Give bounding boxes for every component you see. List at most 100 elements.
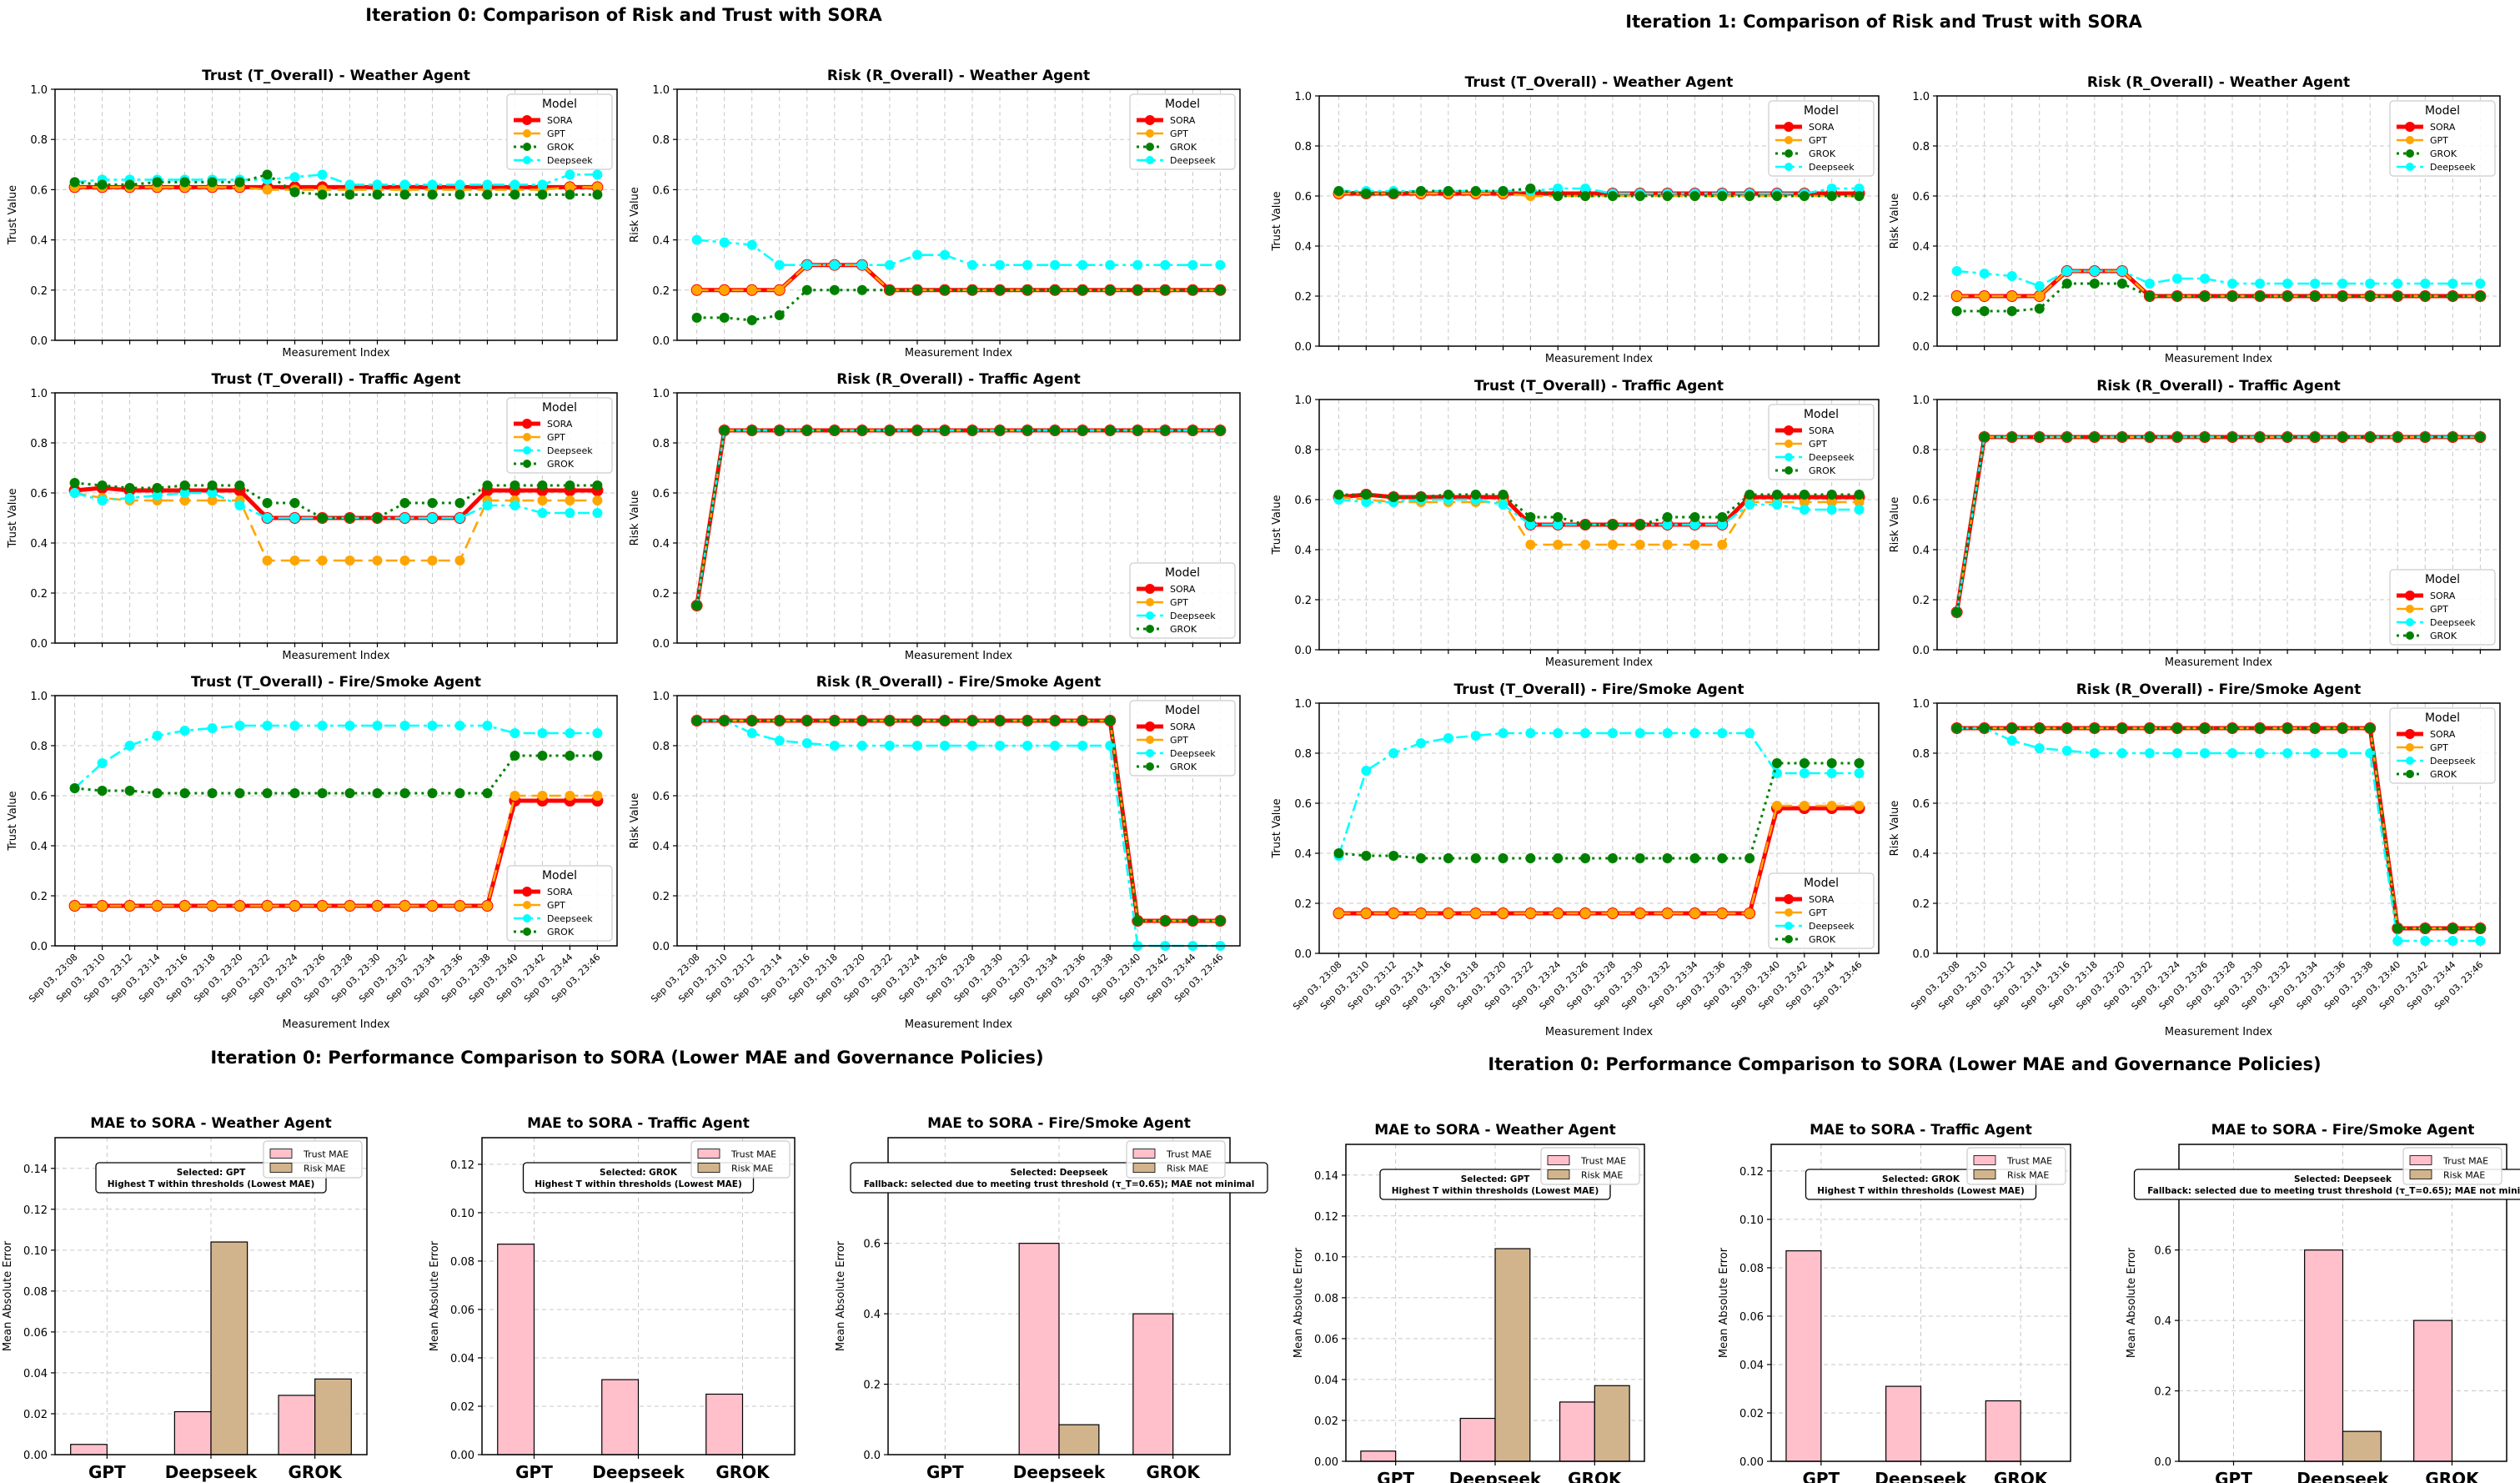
data-point-gpt bbox=[234, 901, 245, 911]
y-tick-label: 0.2 bbox=[1912, 595, 1930, 607]
data-point-deepseek bbox=[372, 179, 383, 190]
x-tick-label: Sep 03, 23:14 bbox=[731, 952, 785, 1005]
y-tick-label: 0.12 bbox=[1314, 1211, 1338, 1224]
data-point-deepseek bbox=[1105, 259, 1116, 270]
y-tick-label: 0.6 bbox=[30, 488, 48, 500]
data-point-deepseek bbox=[2282, 279, 2293, 289]
legend-label-deepseek: Deepseek bbox=[547, 445, 593, 456]
legend-marker-deepseek bbox=[2406, 163, 2414, 171]
y-tick-label: 0.2 bbox=[1294, 291, 1312, 304]
data-point-deepseek bbox=[2171, 274, 2182, 284]
data-point-gpt bbox=[1580, 908, 1591, 918]
data-point-grok bbox=[2116, 432, 2127, 442]
data-point-deepseek bbox=[2089, 748, 2100, 758]
legend-label-risk-mae: Risk MAE bbox=[304, 1164, 345, 1174]
data-point-deepseek bbox=[510, 728, 520, 738]
x-tick-label: Sep 03, 23:34 bbox=[384, 952, 438, 1005]
legend-label-grok: GROK bbox=[547, 459, 575, 470]
data-point-deepseek bbox=[1744, 500, 1755, 510]
x-tick-label-deepseek: Deepseek bbox=[165, 1462, 258, 1482]
data-point-grok bbox=[2337, 291, 2348, 301]
legend-label-deepseek: Deepseek bbox=[2430, 617, 2476, 628]
legend-box bbox=[1129, 700, 1236, 777]
data-point-grok bbox=[719, 425, 730, 435]
x-tick-label: Sep 03, 23:24 bbox=[869, 952, 922, 1005]
y-tick-label: 0.08 bbox=[1314, 1293, 1338, 1305]
legend-marker-deepseek bbox=[523, 156, 531, 164]
data-point-deepseek bbox=[1050, 741, 1061, 751]
data-point-grok bbox=[1580, 853, 1591, 863]
data-point-grok bbox=[1050, 284, 1061, 295]
legend-label-deepseek: Deepseek bbox=[1809, 162, 1855, 173]
legend-label-grok: GROK bbox=[2430, 631, 2457, 641]
chart-title: Trust (T_Overall) - Fire/Smoke Agent bbox=[191, 674, 481, 691]
data-point-deepseek bbox=[995, 741, 1006, 751]
x-tick-label: Sep 03, 23:12 bbox=[1346, 959, 1399, 1013]
bar-chart-it1-mae-weather: 0.00 0.02 0.04 0.06 0.08 0.10 0.12 0.14 GPT Deeps… bbox=[1293, 1122, 1645, 1483]
x-tick-label: Sep 03, 23:20 bbox=[192, 952, 245, 1005]
legend-label-grok: GROK bbox=[1170, 624, 1197, 635]
plot-frame bbox=[2178, 1144, 2507, 1462]
y-tick-label: 0.0 bbox=[1912, 341, 1930, 354]
x-tick-label: Sep 03, 23:40 bbox=[1090, 952, 1143, 1005]
data-point-grok bbox=[1105, 284, 1116, 295]
x-tick-label: Sep 03, 23:28 bbox=[925, 952, 978, 1005]
y-tick-label: 0.04 bbox=[450, 1353, 474, 1365]
data-point-grok bbox=[2006, 306, 2017, 316]
x-tick-label: Sep 03, 23:10 bbox=[1936, 959, 1990, 1013]
x-tick-label-grok: GROK bbox=[2425, 1469, 2480, 1483]
plot-frame bbox=[54, 1137, 368, 1455]
legend-label-sora: SORA bbox=[1170, 115, 1196, 126]
legend-swatch-trust-mae bbox=[697, 1149, 720, 1159]
data-point-gpt bbox=[207, 901, 218, 911]
y-axis-label: Mean Absolute Error bbox=[835, 1240, 847, 1351]
data-point-grok bbox=[2006, 723, 2017, 733]
x-axis-label: Measurement Index bbox=[905, 1018, 1012, 1031]
data-point-deepseek bbox=[2061, 746, 2072, 756]
data-point-grok bbox=[1388, 189, 1399, 199]
data-point-grok bbox=[399, 498, 410, 508]
legend-marker-gpt bbox=[2406, 743, 2414, 752]
data-point-grok bbox=[69, 177, 80, 188]
heading-iteration0-bottom: Iteration 0: Performance Comparison to S… bbox=[210, 1048, 1043, 1068]
data-point-grok bbox=[1050, 425, 1061, 435]
legend-label-trust-mae: Trust MAE bbox=[2442, 1156, 2488, 1167]
data-point-grok bbox=[1333, 186, 1344, 196]
plot-frame bbox=[1936, 702, 2501, 954]
data-point-deepseek bbox=[510, 179, 520, 190]
data-point-grok bbox=[1525, 183, 1536, 194]
legend-label-deepseek: Deepseek bbox=[2430, 756, 2476, 767]
y-tick-label: 0.2 bbox=[1912, 291, 1930, 304]
plot-frame bbox=[1318, 399, 1880, 651]
line-chart-it1-risk-weather: 0.0 0.2 0.4 0.6 0.8 1.0 Risk (R_Overall) - Wea… bbox=[1889, 74, 2501, 365]
data-point-grok bbox=[1634, 520, 1645, 530]
legend-marker-sora bbox=[1145, 721, 1155, 731]
data-point-grok bbox=[967, 716, 978, 726]
y-tick-label: 0.04 bbox=[1314, 1375, 1338, 1387]
data-point-grok bbox=[995, 284, 1006, 295]
data-point-gpt bbox=[592, 791, 603, 801]
selection-annotation-reason: Fallback: selected due to meeting trust … bbox=[864, 1179, 1255, 1189]
data-point-grok bbox=[152, 177, 163, 188]
legend-label-risk-mae: Risk MAE bbox=[2443, 1170, 2485, 1181]
data-point-gpt bbox=[399, 555, 410, 566]
data-point-deepseek bbox=[592, 508, 603, 518]
data-point-deepseek bbox=[1077, 259, 1088, 270]
data-point-deepseek bbox=[592, 169, 603, 180]
data-point-grok bbox=[510, 189, 520, 200]
plot-frame bbox=[1318, 702, 1880, 954]
data-point-grok bbox=[1826, 758, 1837, 768]
data-point-grok bbox=[2089, 723, 2100, 733]
legend-marker-gpt bbox=[523, 129, 531, 138]
plot-frame bbox=[676, 695, 1241, 947]
x-tick-label: Sep 03, 23:30 bbox=[952, 952, 1006, 1005]
x-tick-label: Sep 03, 23:42 bbox=[1117, 952, 1171, 1005]
data-point-gpt bbox=[1662, 908, 1673, 918]
legend-label-grok: GROK bbox=[2430, 148, 2457, 159]
data-point-grok bbox=[2006, 432, 2017, 442]
y-tick-label: 0.8 bbox=[1294, 748, 1312, 761]
data-point-deepseek bbox=[2365, 279, 2376, 289]
data-point-deepseek bbox=[801, 259, 812, 270]
legend-marker-sora bbox=[522, 419, 532, 429]
y-tick-label: 1.0 bbox=[30, 388, 48, 400]
